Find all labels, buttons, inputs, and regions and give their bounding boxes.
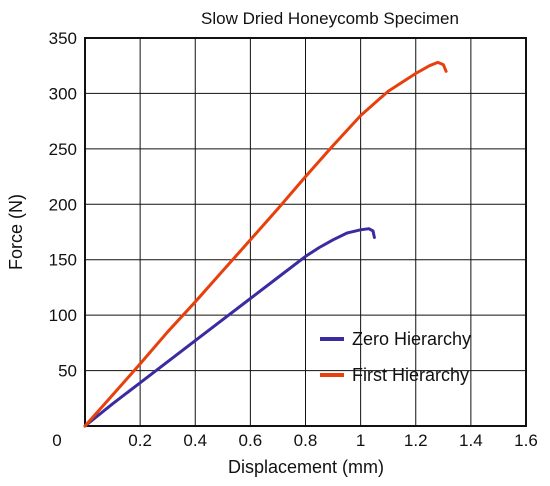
x-tick-label: 0 [52, 431, 61, 450]
y-tick-label: 300 [49, 84, 77, 103]
y-tick-label: 350 [49, 29, 77, 48]
chart-title: Slow Dried Honeycomb Specimen [201, 9, 459, 28]
y-tick-label: 50 [58, 362, 77, 381]
x-axis-label: Displacement (mm) [228, 457, 384, 477]
y-axis-label: Force (N) [6, 194, 26, 270]
y-tick-label: 200 [49, 195, 77, 214]
x-tick-label: 1.2 [404, 431, 428, 450]
series-line-zero-hierarchy [83, 227, 376, 428]
axis-ticks: 0 0.2 0.4 0.6 0.8 1 1.2 1.4 1.6 50 100 150 200 250 300… [49, 29, 538, 450]
x-tick-label: 0.4 [183, 431, 207, 450]
x-tick-label: 0.2 [128, 431, 152, 450]
legend-label: First Hierarchy [352, 365, 469, 385]
x-tick-label: 0.8 [294, 431, 318, 450]
legend: Zero Hierarchy First Hierarchy [320, 329, 471, 385]
y-tick-label: 150 [49, 251, 77, 270]
y-tick-label: 250 [49, 140, 77, 159]
x-tick-label: 0.6 [239, 431, 263, 450]
grid-lines [85, 38, 526, 426]
x-tick-label: 1.4 [459, 431, 483, 450]
x-tick-label: 1 [356, 431, 365, 450]
legend-label: Zero Hierarchy [352, 329, 471, 349]
series-line-first-hierarchy [83, 60, 448, 428]
x-tick-label: 1.6 [514, 431, 538, 450]
y-tick-label: 100 [49, 306, 77, 325]
plot-area-frame [84, 37, 527, 427]
series-lines [83, 60, 448, 428]
